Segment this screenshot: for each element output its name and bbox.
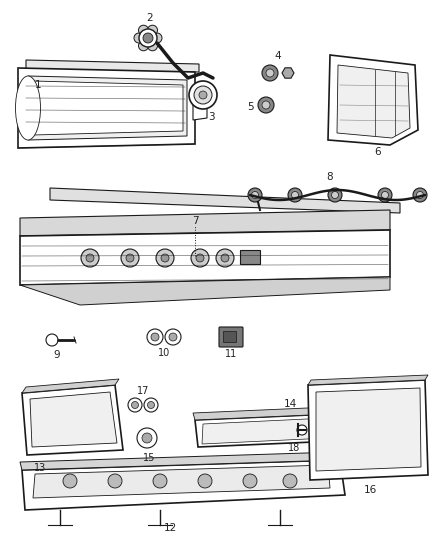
Circle shape	[142, 433, 152, 443]
Text: 14: 14	[283, 399, 297, 409]
Polygon shape	[316, 388, 421, 471]
Polygon shape	[20, 452, 340, 470]
Circle shape	[194, 86, 212, 104]
Polygon shape	[33, 465, 330, 498]
Text: 16: 16	[364, 485, 377, 495]
Polygon shape	[308, 380, 428, 480]
Text: 18: 18	[288, 443, 300, 453]
Text: 6: 6	[374, 147, 381, 157]
Circle shape	[161, 254, 169, 262]
Circle shape	[131, 401, 138, 408]
Text: 5: 5	[247, 102, 254, 112]
Circle shape	[128, 398, 142, 412]
Text: 4: 4	[275, 51, 281, 61]
Circle shape	[152, 33, 162, 43]
Circle shape	[262, 101, 270, 109]
Text: 7: 7	[192, 216, 198, 226]
Text: 1: 1	[35, 80, 41, 90]
Circle shape	[138, 25, 148, 35]
Circle shape	[196, 254, 204, 262]
Circle shape	[266, 69, 274, 77]
Circle shape	[221, 254, 229, 262]
Text: 2: 2	[147, 13, 153, 23]
Polygon shape	[28, 76, 187, 140]
Circle shape	[156, 249, 174, 267]
Polygon shape	[20, 210, 390, 236]
FancyBboxPatch shape	[219, 327, 243, 347]
Circle shape	[148, 25, 158, 35]
Polygon shape	[22, 379, 119, 393]
Polygon shape	[308, 375, 428, 385]
Polygon shape	[195, 413, 360, 447]
Polygon shape	[193, 406, 355, 420]
Circle shape	[148, 401, 155, 408]
Text: 15: 15	[143, 453, 155, 463]
Circle shape	[292, 191, 299, 198]
Circle shape	[151, 333, 159, 341]
Circle shape	[63, 474, 77, 488]
Polygon shape	[20, 230, 390, 285]
Ellipse shape	[15, 76, 40, 140]
Circle shape	[413, 188, 427, 202]
Circle shape	[46, 334, 58, 346]
Circle shape	[189, 81, 217, 109]
Text: 3: 3	[208, 112, 214, 122]
Circle shape	[126, 254, 134, 262]
Circle shape	[121, 249, 139, 267]
Circle shape	[134, 33, 144, 43]
Bar	[223, 331, 236, 342]
Circle shape	[144, 398, 158, 412]
Text: 10: 10	[158, 348, 170, 358]
Circle shape	[417, 191, 424, 198]
Text: 12: 12	[163, 523, 177, 533]
Circle shape	[108, 474, 122, 488]
Circle shape	[378, 188, 392, 202]
Circle shape	[153, 474, 167, 488]
Circle shape	[216, 249, 234, 267]
Circle shape	[143, 33, 153, 43]
Text: 17: 17	[137, 386, 149, 396]
Circle shape	[199, 91, 207, 99]
Circle shape	[381, 191, 389, 198]
Text: 9: 9	[54, 350, 60, 360]
Polygon shape	[202, 417, 349, 444]
Text: 13: 13	[34, 463, 46, 473]
Circle shape	[243, 474, 257, 488]
Circle shape	[258, 97, 274, 113]
Polygon shape	[26, 60, 199, 72]
Circle shape	[137, 428, 157, 448]
Bar	[240, 250, 260, 264]
Circle shape	[81, 249, 99, 267]
Circle shape	[297, 425, 307, 435]
Polygon shape	[193, 96, 207, 120]
Circle shape	[288, 188, 302, 202]
Circle shape	[328, 188, 342, 202]
Circle shape	[332, 191, 339, 198]
Polygon shape	[282, 68, 294, 78]
Polygon shape	[18, 68, 195, 148]
Circle shape	[147, 329, 163, 345]
Circle shape	[138, 41, 148, 51]
Text: 8: 8	[327, 172, 333, 182]
Polygon shape	[33, 81, 183, 135]
Circle shape	[165, 329, 181, 345]
Circle shape	[169, 333, 177, 341]
Circle shape	[283, 474, 297, 488]
Polygon shape	[20, 277, 390, 305]
Polygon shape	[337, 65, 410, 138]
Polygon shape	[22, 460, 345, 510]
Circle shape	[86, 254, 94, 262]
Polygon shape	[30, 392, 117, 447]
Polygon shape	[50, 188, 400, 213]
Circle shape	[148, 41, 158, 51]
Circle shape	[198, 474, 212, 488]
Text: 11: 11	[225, 349, 237, 359]
Circle shape	[262, 65, 278, 81]
Circle shape	[139, 29, 157, 47]
Polygon shape	[22, 385, 123, 455]
Circle shape	[251, 191, 258, 198]
Polygon shape	[328, 55, 418, 145]
Circle shape	[248, 188, 262, 202]
Circle shape	[191, 249, 209, 267]
